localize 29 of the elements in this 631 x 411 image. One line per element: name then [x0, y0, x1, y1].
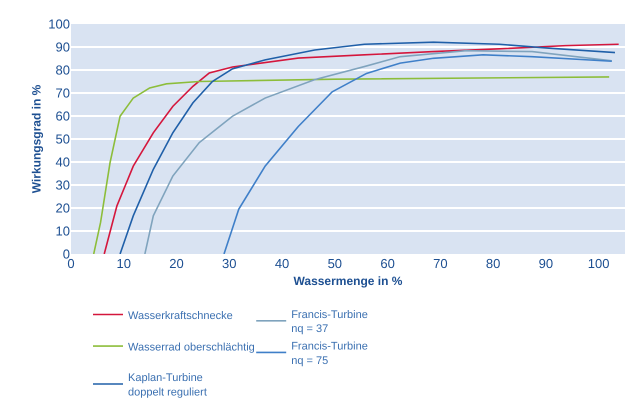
- y-tick-label: 20: [56, 200, 70, 216]
- legend-label: Wasserkraftschnecke: [128, 310, 233, 322]
- legend-label: Francis-Turbine nq = 37: [291, 308, 368, 336]
- x-axis-title: Wassermenge in %: [294, 274, 403, 288]
- x-tick-label: 40: [274, 256, 290, 271]
- y-tick-label: 100: [48, 16, 70, 32]
- y-tick-label: 10: [56, 224, 70, 239]
- legend-label: Wasserrad oberschlächtig: [128, 341, 255, 354]
- x-tick-label: 70: [433, 256, 448, 271]
- line-series: [92, 76, 610, 254]
- y-tick-label: 90: [56, 40, 70, 55]
- legend-label: Francis-Turbine nq = 75: [291, 340, 368, 367]
- y-tick-label: 70: [56, 86, 70, 101]
- y-tick-label: 30: [56, 178, 70, 193]
- x-tick-label: 80: [486, 256, 500, 271]
- x-tick-label: 20: [169, 256, 184, 271]
- x-tick-label: 60: [380, 256, 395, 271]
- legend-label: Kaplan-Turbine doppelt reguliert: [128, 372, 207, 398]
- x-tick-label: 10: [116, 256, 131, 271]
- y-tick-label: 50: [56, 132, 70, 147]
- x-tick-label: 50: [328, 256, 342, 271]
- line-series: [223, 54, 613, 254]
- y-tick-label: 40: [56, 154, 70, 170]
- x-tick-label: 30: [222, 256, 237, 271]
- x-tick-label: 90: [538, 256, 554, 271]
- y-tick-label: 80: [56, 62, 70, 78]
- x-tick-label: 100: [588, 256, 610, 271]
- y-axis-title: Wirkungsgrad in %: [30, 84, 44, 194]
- y-tick-label: 60: [56, 108, 70, 124]
